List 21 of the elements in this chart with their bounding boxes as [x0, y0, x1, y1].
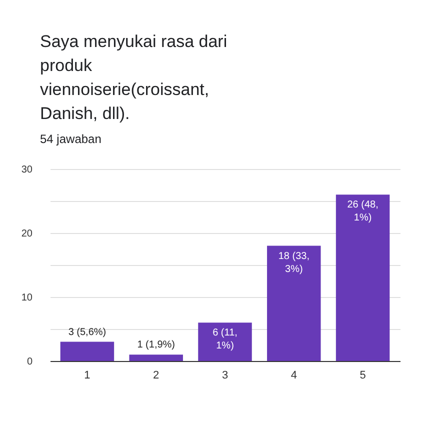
y-tick-label: 0 — [26, 356, 33, 368]
data-label: 18 (33,3%) — [278, 250, 310, 275]
bar — [198, 322, 252, 361]
data-label: 1 (1,9%) — [137, 340, 175, 351]
x-tick-label: 3 — [222, 370, 228, 382]
x-tick-label: 4 — [290, 370, 297, 382]
bar — [60, 342, 114, 361]
chart-title: Saya menyukai rasa dari produk viennoiserie(croissant, Danish, dll). — [40, 31, 228, 125]
bar — [129, 354, 183, 361]
x-tick-label: 1 — [84, 370, 90, 382]
y-tick-label: 10 — [21, 292, 33, 304]
data-label: 3 (5,6%) — [68, 326, 106, 338]
bar — [336, 194, 390, 361]
bar — [267, 246, 321, 361]
x-tick-label: 2 — [153, 370, 160, 382]
y-tick-label: 20 — [21, 228, 33, 240]
chart-subtitle: 54 jawaban — [40, 132, 102, 146]
y-tick-label: 30 — [21, 164, 33, 176]
data-label: 6 (11,1%) — [212, 328, 238, 352]
data-label: 26 (48,1%) — [347, 200, 378, 224]
x-tick-label: 5 — [360, 370, 366, 382]
